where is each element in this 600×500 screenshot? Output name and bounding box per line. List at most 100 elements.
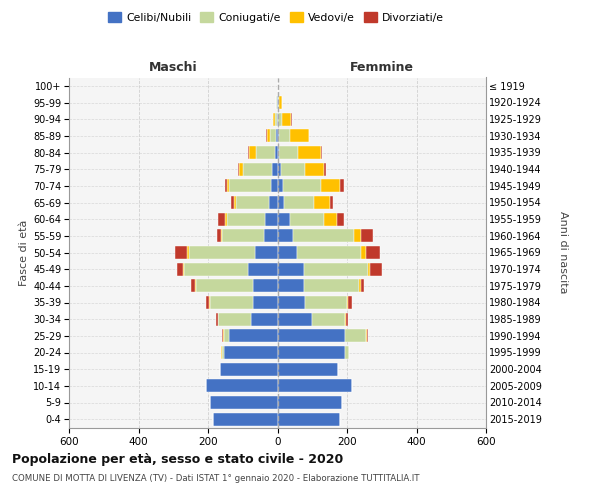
Bar: [276, 130, 277, 142]
Bar: [290, 130, 309, 142]
Bar: [281, 162, 305, 175]
Bar: [218, 212, 226, 226]
Bar: [366, 330, 367, 342]
Bar: [277, 130, 279, 142]
Bar: [347, 296, 348, 309]
Bar: [191, 280, 195, 292]
Bar: [213, 412, 277, 426]
Bar: [220, 362, 277, 376]
Bar: [290, 212, 325, 226]
Bar: [277, 280, 304, 292]
Bar: [279, 130, 290, 142]
Bar: [272, 162, 277, 175]
Bar: [243, 162, 272, 175]
Bar: [277, 246, 296, 259]
Bar: [277, 346, 345, 359]
Bar: [221, 230, 222, 242]
Text: COMUNE DI MOTTA DI LIVENZA (TV) - Dati ISTAT 1° gennaio 2020 - Elaborazione TUTT: COMUNE DI MOTTA DI LIVENZA (TV) - Dati I…: [12, 474, 419, 483]
Bar: [277, 230, 293, 242]
Bar: [189, 246, 255, 259]
Bar: [253, 296, 277, 309]
Bar: [277, 262, 304, 276]
Bar: [291, 112, 292, 126]
Bar: [210, 396, 277, 409]
Bar: [222, 346, 224, 359]
Bar: [277, 296, 305, 309]
Bar: [277, 196, 284, 209]
Y-axis label: Anni di nascita: Anni di nascita: [559, 211, 568, 294]
Bar: [312, 312, 345, 326]
Bar: [275, 112, 277, 126]
Bar: [238, 162, 239, 175]
Bar: [325, 162, 326, 175]
Bar: [248, 262, 277, 276]
Bar: [222, 330, 223, 342]
Bar: [278, 112, 283, 126]
Legend: Celibi/Nubili, Coniugati/e, Vedovi/e, Divorziati/e: Celibi/Nubili, Coniugati/e, Vedovi/e, Di…: [104, 8, 448, 27]
Bar: [348, 296, 352, 309]
Bar: [367, 330, 368, 342]
Bar: [277, 362, 338, 376]
Bar: [226, 212, 227, 226]
Bar: [239, 162, 243, 175]
Bar: [277, 412, 340, 426]
Bar: [221, 346, 222, 359]
Bar: [361, 246, 366, 259]
Bar: [337, 212, 344, 226]
Bar: [345, 312, 346, 326]
Bar: [253, 280, 277, 292]
Bar: [187, 246, 189, 259]
Bar: [298, 146, 321, 159]
Bar: [182, 262, 184, 276]
Bar: [216, 312, 218, 326]
Bar: [184, 262, 248, 276]
Bar: [345, 330, 366, 342]
Bar: [325, 212, 337, 226]
Bar: [359, 280, 361, 292]
Bar: [275, 146, 277, 159]
Bar: [206, 296, 209, 309]
Bar: [304, 262, 368, 276]
Bar: [229, 180, 271, 192]
Bar: [274, 112, 275, 126]
Bar: [283, 112, 291, 126]
Bar: [361, 230, 373, 242]
Bar: [277, 330, 345, 342]
Bar: [304, 280, 359, 292]
Bar: [266, 130, 267, 142]
Bar: [277, 162, 281, 175]
Y-axis label: Fasce di età: Fasce di età: [19, 220, 29, 286]
Bar: [314, 196, 329, 209]
Bar: [196, 280, 253, 292]
Bar: [309, 130, 310, 142]
Text: Maschi: Maschi: [149, 61, 197, 74]
Bar: [276, 96, 277, 109]
Bar: [227, 212, 265, 226]
Bar: [218, 312, 251, 326]
Bar: [255, 246, 277, 259]
Bar: [217, 230, 221, 242]
Bar: [284, 196, 314, 209]
Text: Popolazione per età, sesso e stato civile - 2020: Popolazione per età, sesso e stato civil…: [12, 452, 343, 466]
Bar: [278, 96, 279, 109]
Bar: [195, 280, 196, 292]
Bar: [277, 380, 352, 392]
Bar: [329, 196, 333, 209]
Bar: [267, 130, 269, 142]
Bar: [277, 112, 278, 126]
Bar: [178, 262, 182, 276]
Bar: [227, 180, 229, 192]
Bar: [229, 330, 277, 342]
Bar: [368, 262, 370, 276]
Bar: [272, 112, 274, 126]
Bar: [361, 280, 364, 292]
Bar: [279, 96, 281, 109]
Bar: [366, 246, 380, 259]
Bar: [321, 146, 322, 159]
Bar: [269, 130, 276, 142]
Bar: [230, 196, 234, 209]
Bar: [277, 212, 290, 226]
Bar: [296, 246, 361, 259]
Bar: [279, 146, 298, 159]
Bar: [277, 312, 312, 326]
